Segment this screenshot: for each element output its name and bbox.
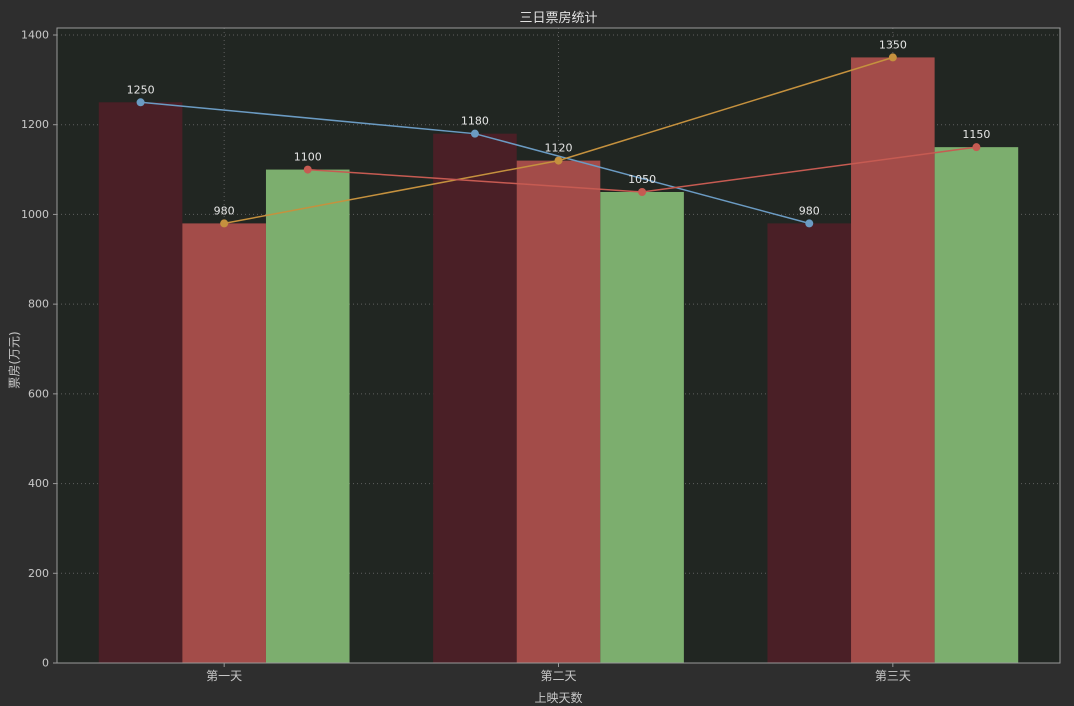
y-tick-label: 800: [28, 298, 49, 311]
x-tick-label: 第一天: [206, 669, 242, 683]
x-tick-label: 第二天: [540, 669, 576, 683]
y-tick-label: 600: [28, 387, 49, 400]
bar-brick-red-series: [182, 223, 266, 663]
data-point-brick-red-series: [554, 156, 563, 165]
bar-green-series: [600, 192, 684, 663]
value-label: 1150: [962, 128, 990, 141]
bar-brick-red-series: [851, 57, 935, 663]
data-point-dark-red-series: [805, 219, 814, 228]
y-axis-label: 票房(万元): [7, 331, 22, 389]
y-tick-label: 0: [42, 657, 49, 670]
value-label: 1050: [628, 173, 656, 186]
data-point-brick-red-series: [220, 219, 229, 228]
x-tick-label: 第三天: [875, 669, 911, 683]
data-point-green-series: [972, 143, 981, 152]
bar-green-series: [934, 147, 1019, 664]
y-tick-label: 1000: [21, 208, 49, 221]
data-point-brick-red-series: [888, 53, 897, 62]
x-axis-label: 上映天数: [534, 691, 583, 705]
y-tick-label: 400: [28, 477, 49, 490]
chart-title: 三日票房统计: [519, 11, 598, 26]
bar-dark-red-series: [767, 223, 852, 663]
bar-dark-red-series: [433, 133, 517, 663]
data-point-green-series: [303, 165, 312, 174]
value-label: 1250: [127, 83, 155, 96]
data-point-green-series: [638, 188, 647, 196]
bar-brick-red-series: [516, 160, 601, 663]
value-label: 1120: [545, 142, 573, 155]
value-label: 1180: [461, 115, 489, 128]
bar-dark-red-series: [98, 102, 183, 664]
value-label: 980: [214, 204, 235, 217]
value-label: 980: [799, 204, 820, 217]
y-tick-label: 200: [28, 567, 49, 580]
value-label: 1350: [879, 38, 907, 51]
y-tick-label: 1400: [21, 29, 49, 42]
data-point-dark-red-series: [470, 129, 479, 138]
value-label: 1100: [294, 151, 322, 164]
y-tick-label: 1200: [21, 118, 49, 131]
bar-green-series: [265, 169, 350, 664]
data-point-dark-red-series: [136, 98, 145, 107]
